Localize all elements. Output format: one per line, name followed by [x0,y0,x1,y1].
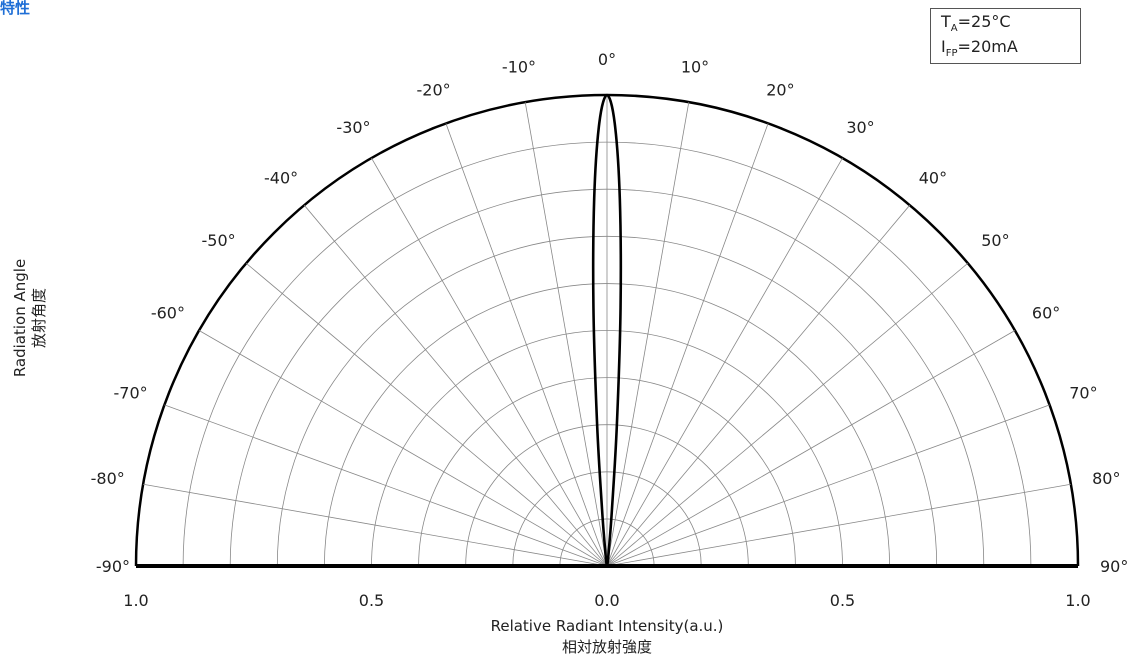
x-axis-label-en: Relative Radiant Intensity(a.u.) [490,617,724,635]
angle-tick-label: 80° [1092,469,1120,488]
radial-tick-label: 1.0 [123,591,148,610]
series-layer [591,93,623,568]
conditions-legend: TA=25°C IFP=20mA [930,8,1081,64]
grid-spoke [524,102,608,567]
polar-grid [134,93,1080,567]
grid-spoke [143,483,608,567]
grid-spoke [606,330,1016,567]
y-axis-label-cn: 放射角度 [30,287,48,349]
page-title-fragment: 特性 [0,0,31,17]
angle-tick-label: -20° [417,81,451,100]
angle-tick-label: -50° [202,231,236,250]
grid-spoke [606,102,690,567]
angle-tick-label: 50° [981,231,1009,250]
angle-tick-label: -70° [114,384,148,403]
radial-tick-label: 0.0 [594,591,619,610]
grid-spoke [445,123,608,567]
radial-tick-label: 0.5 [359,591,384,610]
series-line-0 [591,93,623,568]
angle-tick-label: -30° [336,118,370,137]
grid-spoke [245,262,608,567]
x-axis-label-cn: 相対放射強度 [561,638,652,656]
angle-tick-label: -10° [502,58,536,77]
grid-spoke [606,157,843,567]
legend-line-temperature: TA=25°C [941,12,1011,35]
angle-tick-label: 70° [1069,384,1097,403]
y-axis-label: Radiation Angle 放射角度 [11,259,49,377]
grid-spoke [606,123,769,567]
angle-tick-label: 40° [919,169,947,188]
y-axis-label-en: Radiation Angle [11,258,29,378]
grid-spoke [198,330,608,567]
angle-tick-label: 0° [598,50,616,69]
radial-tick-labels: 1.0 0.5 0.0 0.5 1.0 [123,591,1090,610]
angle-tick-label: -40° [264,169,298,188]
angle-tick-labels: -90° -80° -70° -60° -50° -40° -30° -20° -10° 0° 10… [91,50,1129,576]
angle-tick-label: 30° [846,118,874,137]
angle-tick-label: -80° [91,469,125,488]
grid-spoke [303,204,608,567]
angle-tick-label: -60° [151,304,185,323]
grid-spoke [606,262,969,567]
legend-line-current: IFP=20mA [941,37,1018,60]
angle-tick-label: 10° [681,58,709,77]
angle-tick-label: 60° [1032,304,1060,323]
angle-tick-label: 90° [1100,557,1128,576]
angle-tick-label: 20° [766,81,794,100]
grid-spoke [606,404,1050,567]
radial-tick-label: 1.0 [1065,591,1090,610]
radial-tick-label: 0.5 [830,591,855,610]
grid-spoke [606,204,911,567]
grid-spoke [606,483,1071,567]
grid-spoke [371,157,608,567]
x-axis-label: Relative Radiant Intensity(a.u.) 相対放射強度 [491,616,724,658]
grid-spoke [164,404,608,567]
angle-tick-label: -90° [96,557,130,576]
